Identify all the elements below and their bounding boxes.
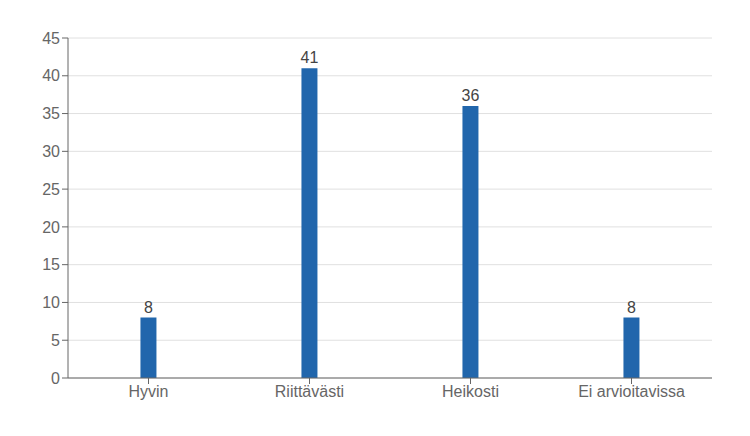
svg-text:Ei arvioitavissa: Ei arvioitavissa xyxy=(578,383,685,400)
svg-text:Heikosti: Heikosti xyxy=(442,383,499,400)
svg-text:8: 8 xyxy=(627,299,636,316)
svg-text:40: 40 xyxy=(42,67,60,84)
svg-text:45: 45 xyxy=(42,30,60,47)
svg-text:8: 8 xyxy=(144,299,153,316)
svg-text:5: 5 xyxy=(51,332,60,349)
svg-text:30: 30 xyxy=(42,143,60,160)
svg-text:36: 36 xyxy=(462,87,480,104)
svg-text:Hyvin: Hyvin xyxy=(128,383,168,400)
svg-text:20: 20 xyxy=(42,219,60,236)
svg-text:15: 15 xyxy=(42,256,60,273)
svg-text:Riittävästi: Riittävästi xyxy=(275,383,344,400)
svg-text:0: 0 xyxy=(51,370,60,387)
svg-text:35: 35 xyxy=(42,105,60,122)
svg-text:25: 25 xyxy=(42,181,60,198)
svg-text:41: 41 xyxy=(301,49,319,66)
svg-text:10: 10 xyxy=(42,294,60,311)
